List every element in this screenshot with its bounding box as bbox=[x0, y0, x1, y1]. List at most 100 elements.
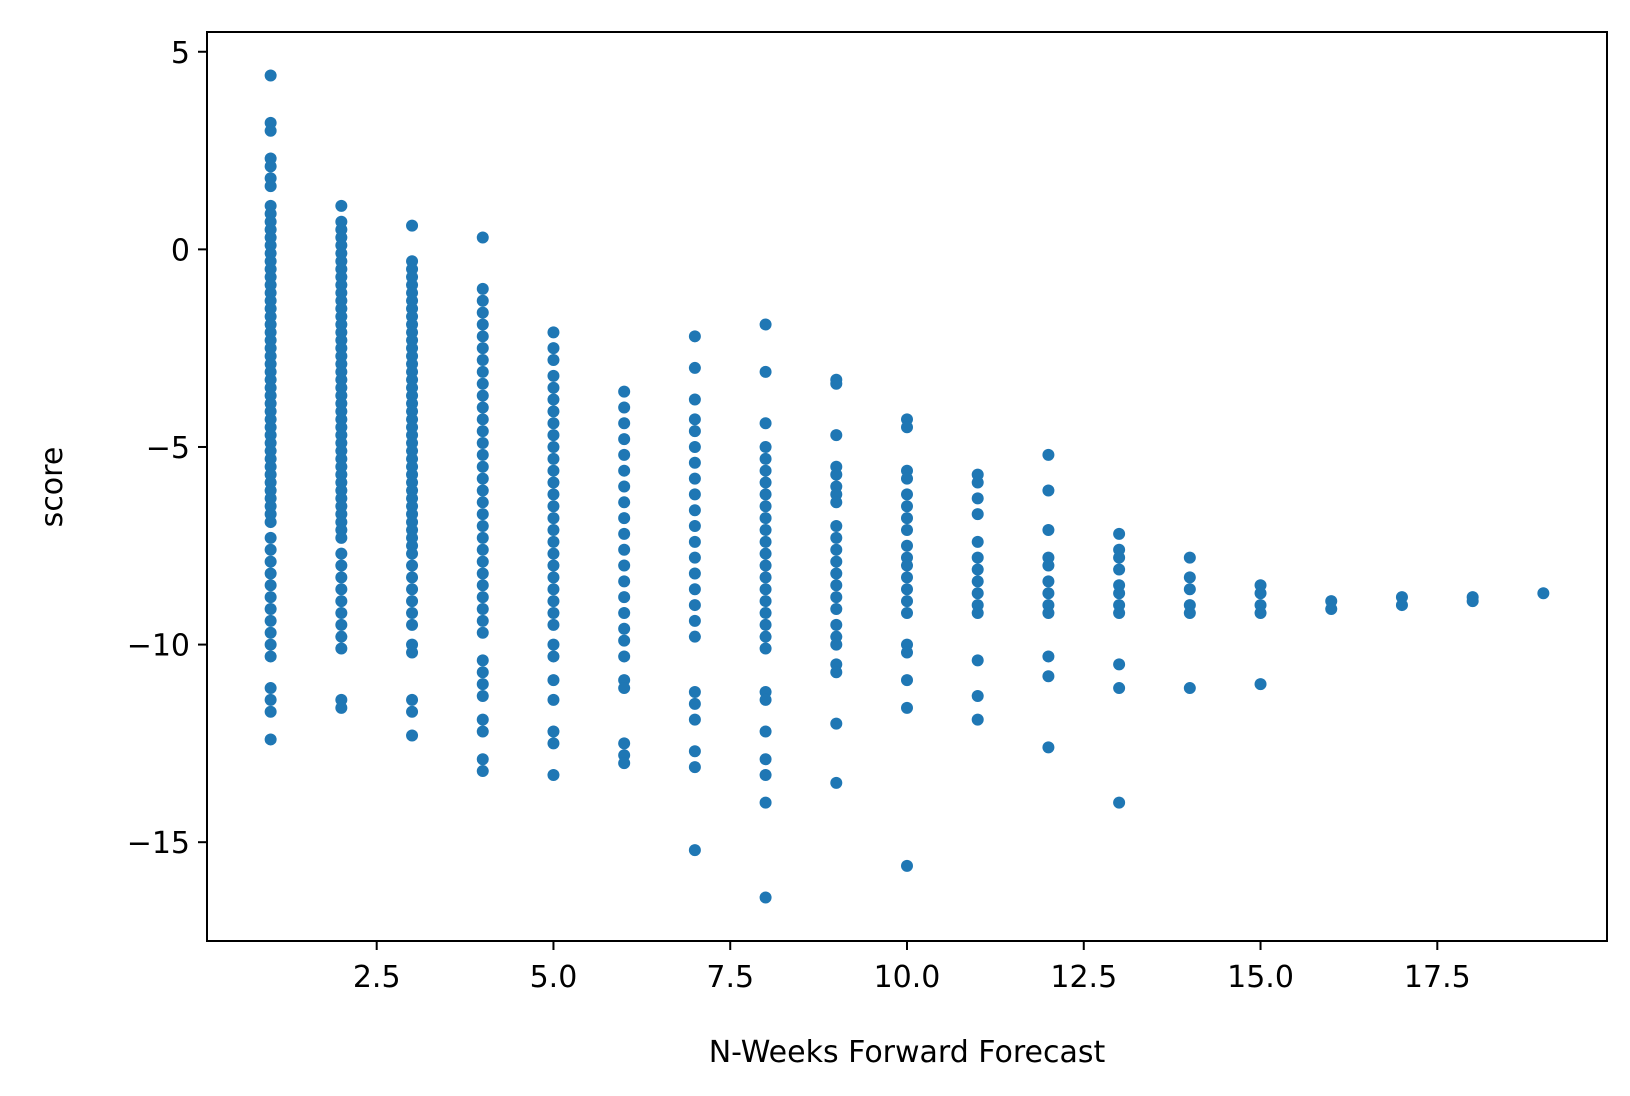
data-point bbox=[971, 535, 984, 548]
data-point bbox=[618, 480, 631, 493]
y-tick-label: −5 bbox=[146, 431, 190, 466]
data-point bbox=[476, 603, 489, 616]
data-point bbox=[830, 567, 843, 580]
data-point bbox=[901, 512, 913, 525]
data-point bbox=[264, 626, 277, 639]
data-point bbox=[618, 606, 631, 619]
data-point bbox=[547, 725, 560, 738]
data-point bbox=[901, 488, 913, 501]
data-point bbox=[618, 401, 631, 414]
data-point bbox=[830, 717, 843, 730]
data-point bbox=[335, 618, 348, 631]
data-point bbox=[830, 429, 843, 442]
data-point bbox=[264, 682, 277, 695]
data-point bbox=[547, 488, 560, 501]
data-point bbox=[759, 318, 772, 331]
data-point bbox=[476, 555, 489, 568]
data-point bbox=[618, 682, 631, 695]
data-point bbox=[830, 520, 843, 533]
data-point bbox=[264, 543, 277, 556]
data-point bbox=[1395, 599, 1408, 612]
data-point bbox=[547, 606, 560, 619]
data-point bbox=[264, 160, 277, 173]
data-point bbox=[759, 796, 772, 809]
data-point bbox=[547, 417, 560, 430]
points-layer bbox=[264, 69, 1550, 904]
data-point bbox=[830, 666, 843, 679]
data-point bbox=[759, 535, 772, 548]
data-point bbox=[547, 535, 560, 548]
data-point bbox=[618, 591, 631, 604]
data-point bbox=[901, 674, 913, 687]
x-tick-label: 17.5 bbox=[1404, 960, 1471, 995]
data-point bbox=[759, 452, 772, 465]
data-point bbox=[547, 440, 560, 453]
data-point bbox=[547, 429, 560, 442]
data-point bbox=[264, 516, 277, 529]
data-point bbox=[547, 595, 560, 608]
data-point bbox=[901, 583, 913, 596]
data-point bbox=[547, 737, 560, 750]
data-point bbox=[688, 551, 701, 564]
data-point bbox=[476, 413, 489, 426]
data-point bbox=[688, 520, 701, 533]
data-point bbox=[688, 630, 701, 643]
data-point bbox=[406, 618, 419, 631]
data-point bbox=[476, 591, 489, 604]
data-point bbox=[335, 595, 348, 608]
data-point bbox=[476, 579, 489, 592]
data-point bbox=[335, 531, 348, 544]
data-point bbox=[476, 460, 489, 473]
data-point bbox=[618, 512, 631, 525]
data-point bbox=[759, 571, 772, 584]
data-point bbox=[830, 579, 843, 592]
data-point bbox=[476, 753, 489, 766]
data-point bbox=[547, 342, 560, 355]
data-point bbox=[688, 844, 701, 857]
data-point bbox=[547, 512, 560, 525]
data-point bbox=[1183, 571, 1196, 584]
data-point bbox=[476, 437, 489, 450]
data-point bbox=[1113, 606, 1126, 619]
data-point bbox=[759, 547, 772, 560]
data-point bbox=[1254, 606, 1267, 619]
data-point bbox=[830, 496, 843, 509]
data-point bbox=[1113, 796, 1126, 809]
data-point bbox=[476, 354, 489, 367]
data-point bbox=[971, 713, 984, 726]
data-point bbox=[688, 456, 701, 469]
data-point bbox=[476, 448, 489, 461]
data-point bbox=[759, 523, 772, 536]
data-point bbox=[476, 614, 489, 627]
data-point bbox=[830, 603, 843, 616]
data-point bbox=[476, 496, 489, 509]
data-point bbox=[618, 448, 631, 461]
data-point bbox=[547, 354, 560, 367]
data-point bbox=[264, 603, 277, 616]
data-point bbox=[759, 476, 772, 489]
data-point bbox=[688, 535, 701, 548]
data-point bbox=[688, 472, 701, 485]
data-point bbox=[830, 555, 843, 568]
y-tick-label: −15 bbox=[127, 826, 190, 861]
data-point bbox=[759, 417, 772, 430]
data-point bbox=[476, 567, 489, 580]
data-point bbox=[476, 377, 489, 390]
data-point bbox=[1042, 559, 1055, 572]
data-point bbox=[759, 642, 772, 655]
data-point bbox=[547, 476, 560, 489]
x-tick-label: 5.0 bbox=[530, 960, 578, 995]
data-point bbox=[618, 575, 631, 588]
data-point bbox=[476, 508, 489, 521]
y-axis-ticks: 5 0 −5 −10 −15 bbox=[127, 36, 207, 861]
data-point bbox=[335, 630, 348, 643]
data-point bbox=[264, 638, 277, 651]
data-point bbox=[759, 464, 772, 477]
data-point bbox=[547, 369, 560, 382]
data-point bbox=[264, 555, 277, 568]
data-point bbox=[547, 405, 560, 418]
data-point bbox=[476, 425, 489, 438]
data-point bbox=[901, 472, 913, 485]
data-point bbox=[688, 488, 701, 501]
data-point bbox=[901, 606, 913, 619]
